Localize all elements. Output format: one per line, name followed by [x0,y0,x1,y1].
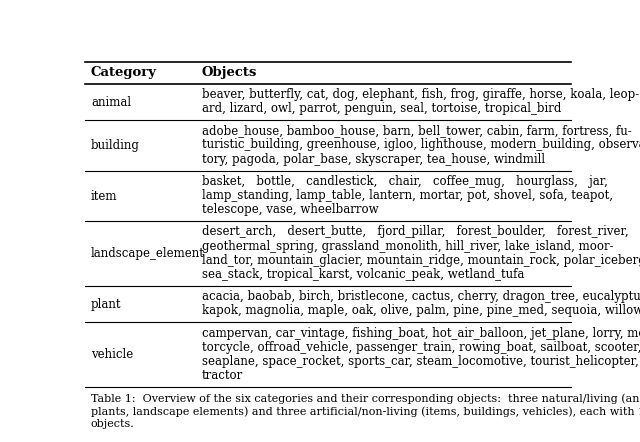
Text: animal: animal [91,95,131,109]
Text: land_tor, mountain_glacier, mountain_ridge, mountain_rock, polar_iceberg,: land_tor, mountain_glacier, mountain_rid… [202,254,640,267]
Text: kapok, magnolia, maple, oak, olive, palm, pine, pine_med, sequoia, willow: kapok, magnolia, maple, oak, olive, palm… [202,304,640,317]
Text: plant: plant [91,298,122,311]
Text: campervan, car_vintage, fishing_boat, hot_air_balloon, jet_plane, lorry, mo-: campervan, car_vintage, fishing_boat, ho… [202,327,640,339]
Text: objects.: objects. [91,419,134,429]
Text: adobe_house, bamboo_house, barn, bell_tower, cabin, farm, fortress, fu-: adobe_house, bamboo_house, barn, bell_to… [202,124,631,137]
Text: landscape_element: landscape_element [91,247,205,260]
Text: sea_stack, tropical_karst, volcanic_peak, wetland_tufa: sea_stack, tropical_karst, volcanic_peak… [202,268,524,281]
Text: lamp_standing, lamp_table, lantern, mortar, pot, shovel, sofa, teapot,: lamp_standing, lamp_table, lantern, mort… [202,189,612,202]
Text: acacia, baobab, birch, bristlecone, cactus, cherry, dragon_tree, eucalyptus,: acacia, baobab, birch, bristlecone, cact… [202,290,640,303]
Text: turistic_building, greenhouse, igloo, lighthouse, modern_building, observa-: turistic_building, greenhouse, igloo, li… [202,138,640,152]
Text: torcycle, offroad_vehicle, passenger_train, rowing_boat, sailboat, scooter,: torcycle, offroad_vehicle, passenger_tra… [202,341,640,354]
Text: plants, landscape elements) and three artificial/non-living (items, buildings, v: plants, landscape elements) and three ar… [91,406,640,417]
Text: tory, pagoda, polar_base, skyscraper, tea_house, windmill: tory, pagoda, polar_base, skyscraper, te… [202,152,545,166]
Text: building: building [91,139,140,152]
Text: item: item [91,190,117,202]
Text: basket,   bottle,   candlestick,   chair,   coffee_mug,   hourglass,   jar,: basket, bottle, candlestick, chair, coff… [202,175,607,188]
Text: tractor: tractor [202,369,243,382]
Text: desert_arch,   desert_butte,   fjord_pillar,   forest_boulder,   forest_river,: desert_arch, desert_butte, fjord_pillar,… [202,225,628,238]
Text: Table 1:  Overview of the six categories and their corresponding objects:  three: Table 1: Overview of the six categories … [91,393,640,404]
Text: beaver, butterfly, cat, dog, elephant, fish, frog, giraffe, horse, koala, leop-: beaver, butterfly, cat, dog, elephant, f… [202,88,639,101]
Text: telescope, vase, wheelbarrow: telescope, vase, wheelbarrow [202,203,378,216]
Text: Category: Category [91,65,157,79]
Text: seaplane, space_rocket, sports_car, steam_locomotive, tourist_helicopter,: seaplane, space_rocket, sports_car, stea… [202,355,638,368]
Text: ard, lizard, owl, parrot, penguin, seal, tortoise, tropical_bird: ard, lizard, owl, parrot, penguin, seal,… [202,102,561,115]
Text: Objects: Objects [202,65,257,79]
Text: geothermal_spring, grassland_monolith, hill_river, lake_island, moor-: geothermal_spring, grassland_monolith, h… [202,240,613,252]
Text: vehicle: vehicle [91,348,133,361]
